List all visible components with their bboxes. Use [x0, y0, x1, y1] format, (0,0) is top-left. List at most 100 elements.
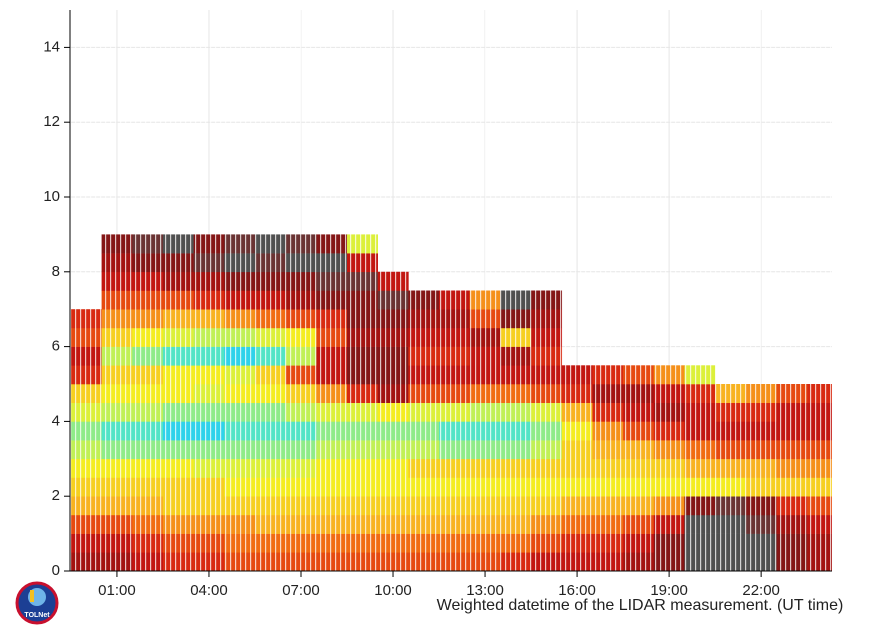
heatmap-cell	[807, 552, 832, 571]
heatmap-cell	[745, 496, 777, 516]
heatmap-cell	[377, 290, 409, 310]
heatmap-cell	[623, 384, 655, 403]
heatmap-cell	[561, 384, 593, 403]
heatmap-cell	[224, 290, 256, 310]
heatmap-cell	[531, 552, 563, 571]
heatmap-cell	[285, 421, 317, 441]
heatmap-cell	[439, 533, 471, 553]
x-tick-label: 07:00	[282, 582, 320, 599]
heatmap-cell	[224, 271, 256, 291]
heatmap-cell	[715, 514, 747, 534]
heatmap-cell	[101, 477, 133, 497]
heatmap-cell	[439, 552, 471, 571]
heatmap-cell	[653, 440, 685, 460]
heatmap-cell	[224, 552, 256, 571]
heatmap-cell	[347, 421, 378, 441]
heatmap-cell	[347, 365, 378, 385]
heatmap-cell	[224, 458, 256, 478]
heatmap-cell	[162, 234, 194, 254]
heatmap-cell	[500, 533, 532, 553]
heatmap-cell	[377, 533, 409, 553]
heatmap-cell	[408, 346, 440, 366]
heatmap-cell	[132, 458, 164, 478]
heatmap-cell	[531, 309, 563, 329]
heatmap-cell	[531, 458, 563, 478]
heatmap-cell	[224, 421, 256, 441]
heatmap-cell	[500, 290, 532, 310]
heatmap-cell	[101, 346, 133, 366]
heatmap-cell	[500, 477, 532, 497]
heatmap-cell	[377, 552, 409, 571]
heatmap-cell	[561, 533, 593, 553]
heatmap-cell	[623, 365, 655, 385]
heatmap-cell	[285, 477, 317, 497]
y-tick-label: 10	[43, 188, 60, 205]
heatmap-cell	[132, 346, 164, 366]
heatmap-cell	[776, 477, 808, 497]
heatmap-cell	[684, 440, 716, 460]
heatmap-cell	[623, 477, 655, 497]
heatmap-cell	[70, 552, 102, 571]
heatmap-cell	[285, 290, 317, 310]
heatmap-cell	[684, 477, 716, 497]
heatmap-cell	[254, 496, 286, 516]
logo-beam	[30, 590, 34, 602]
heatmap-cell	[316, 271, 348, 291]
heatmap-cell	[469, 533, 501, 553]
heatmap-cell	[377, 514, 409, 534]
heatmap-cell	[254, 309, 286, 329]
heatmap-cell	[531, 496, 563, 516]
heatmap-cell	[592, 421, 624, 441]
heatmap-cell	[500, 421, 532, 441]
heatmap-cell	[254, 458, 286, 478]
heatmap-cell	[316, 514, 348, 534]
heatmap-cell	[224, 309, 256, 329]
heatmap-cell	[377, 496, 409, 516]
heatmap-cell	[285, 365, 317, 385]
heatmap-cell	[224, 402, 256, 422]
heatmap-cell	[500, 384, 532, 403]
heatmap-cell	[715, 496, 747, 516]
heatmap-cell	[70, 402, 102, 422]
heatmap-cell	[193, 533, 225, 553]
heatmap-cell	[377, 477, 409, 497]
heatmap-cell	[70, 309, 102, 329]
heatmap-cell	[684, 458, 716, 478]
heatmap-cell	[439, 309, 471, 329]
heatmap-cell	[316, 384, 348, 403]
heatmap-cell	[408, 365, 440, 385]
heatmap-cell	[193, 496, 225, 516]
heatmap-cell	[132, 533, 164, 553]
heatmap-cell	[254, 402, 286, 422]
heatmap-cell	[224, 440, 256, 460]
heatmap-cell	[469, 458, 501, 478]
heatmap-cell	[162, 290, 194, 310]
heatmap-cell	[132, 552, 164, 571]
x-tick-label: 04:00	[190, 582, 228, 599]
heatmap-cell	[745, 477, 777, 497]
heatmap-cell	[776, 514, 808, 534]
heatmap-cell	[285, 253, 317, 273]
heatmap-cell	[101, 234, 133, 254]
heatmap-cell	[193, 271, 225, 291]
heatmap-cell	[224, 477, 256, 497]
heatmap-cell	[408, 384, 440, 403]
heatmap-cell	[316, 458, 348, 478]
heatmap-cell	[132, 290, 164, 310]
heatmap-cell	[70, 458, 102, 478]
heatmap-cell	[70, 327, 102, 347]
heatmap-cell	[101, 552, 133, 571]
heatmap-cell	[623, 514, 655, 534]
heatmap-cell	[439, 440, 471, 460]
heatmap-cell	[254, 421, 286, 441]
heatmap-cell	[653, 552, 685, 571]
heatmap-cell	[377, 402, 409, 422]
heatmap-cell	[347, 477, 378, 497]
heatmap-cell	[101, 309, 133, 329]
heatmap-cell	[653, 496, 685, 516]
heatmap-cell	[70, 514, 102, 534]
heatmap-cell	[592, 514, 624, 534]
heatmap-cell	[347, 552, 378, 571]
heatmap-cell	[316, 421, 348, 441]
heatmap-cell	[285, 327, 317, 347]
